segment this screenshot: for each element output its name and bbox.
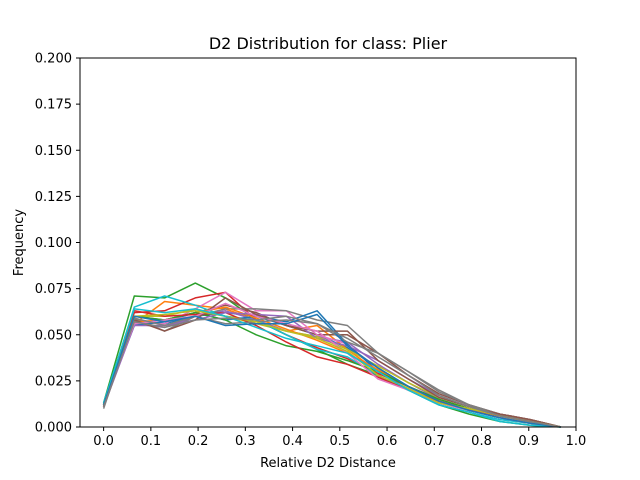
y-axis-label: Frequency — [12, 209, 27, 276]
y-tick-label: 0.125 — [35, 190, 72, 205]
series-line-19 — [102, 310, 562, 428]
y-tick-label: 0.150 — [35, 144, 72, 159]
x-tick-label: 0.4 — [282, 434, 303, 449]
x-tick-label: 0.6 — [377, 434, 398, 449]
x-tick-label: 1.0 — [566, 434, 587, 449]
y-tick-label: 0.075 — [35, 282, 72, 297]
y-tick-label: 0.025 — [35, 374, 72, 389]
x-tick-label: 0.0 — [93, 434, 114, 449]
x-tick-label: 0.3 — [235, 434, 256, 449]
y-tick-label: 0.100 — [35, 236, 72, 251]
y-tick-label: 0.000 — [35, 421, 72, 436]
x-tick-label: 0.2 — [188, 434, 209, 449]
series-line-21 — [102, 313, 561, 428]
series-line-3 — [102, 282, 561, 428]
series-layer — [102, 282, 562, 428]
series-line-10 — [102, 295, 561, 428]
x-tick-label: 0.7 — [424, 434, 445, 449]
x-tick-label: 0.9 — [518, 434, 539, 449]
series-line-20 — [102, 308, 561, 428]
x-tick-label: 0.8 — [471, 434, 492, 449]
y-tick-label: 0.200 — [35, 52, 72, 67]
series-line-14 — [102, 310, 562, 428]
chart-title: D2 Distribution for class: Plier — [209, 34, 448, 53]
series-line-18 — [102, 315, 562, 428]
y-tick-label: 0.175 — [35, 98, 72, 113]
x-axis-label: Relative D2 Distance — [260, 456, 396, 471]
y-tick-label: 0.050 — [35, 328, 72, 343]
x-tick-label: 0.1 — [141, 434, 162, 449]
x-tick-label: 0.5 — [329, 434, 350, 449]
series-line-22 — [102, 315, 562, 428]
ticks-layer: 0.0 0.1 0.2 0.3 0.4 0.5 0.6 0.7 0.8 0.9 1.0 0.000 0.… — [35, 52, 587, 450]
